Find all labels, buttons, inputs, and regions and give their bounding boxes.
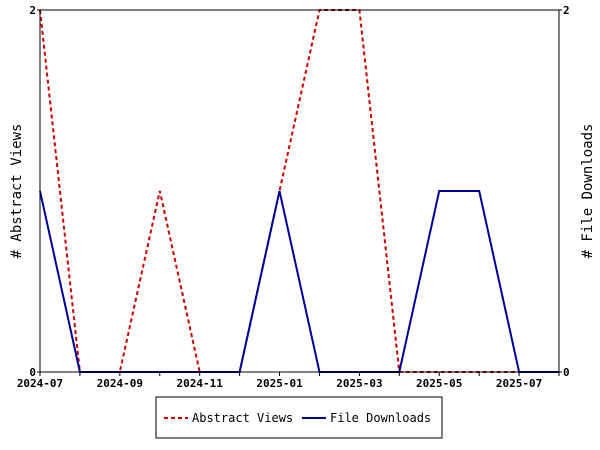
x-tick-label: 2025-01 <box>256 377 303 390</box>
x-tick-label: 2024-09 <box>97 377 143 390</box>
y-tick-label-right: 0 <box>563 366 570 379</box>
series-line-file-downloads <box>39 190 559 373</box>
x-tick-label: 2024-11 <box>177 377 224 390</box>
legend-label-abstract-views: Abstract Views <box>192 411 293 425</box>
y-axis-label-right: # File Downloads <box>580 124 596 259</box>
legend: Abstract Views File Downloads <box>155 396 443 439</box>
x-tick-label: 2024-07 <box>17 377 63 390</box>
x-tick-label: 2025-07 <box>496 377 542 390</box>
plot-frame <box>39 9 560 373</box>
y-tick-label-left: 2 <box>29 4 36 17</box>
plot-marks <box>39 9 559 373</box>
x-tick-label: 2025-05 <box>416 377 462 390</box>
legend-box <box>155 396 443 439</box>
x-tick-label: 2025-03 <box>336 377 382 390</box>
y-tick-label-right: 2 <box>563 4 570 17</box>
y-axis-label-left: # Abstract Views <box>9 124 25 259</box>
axis-ticks: 2024-07 2024-09 2024-11 2025-01 2025-03 2025-… <box>17 4 570 390</box>
legend-label-file-downloads: File Downloads <box>330 411 431 425</box>
series-line-abstract-views <box>39 9 559 373</box>
y-tick-label-left: 0 <box>29 366 36 379</box>
